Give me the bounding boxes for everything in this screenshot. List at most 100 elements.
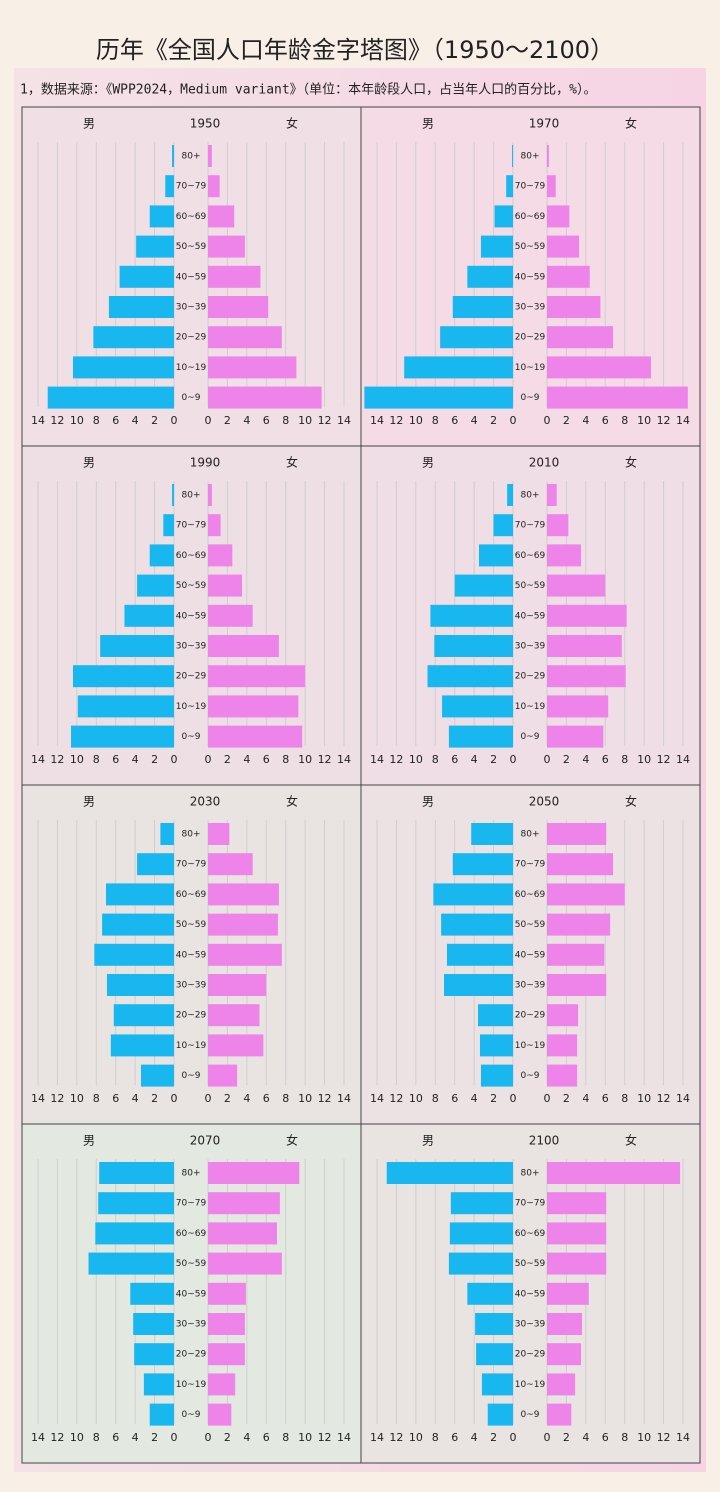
- x-tick-label: 4: [132, 753, 139, 766]
- x-tick-label: 2: [490, 414, 497, 427]
- x-tick-label: 12: [389, 414, 403, 427]
- x-tick-label: 6: [451, 414, 458, 427]
- bar-male: [512, 145, 513, 167]
- panel-title: 2030: [190, 795, 221, 809]
- bar-male: [452, 853, 513, 876]
- bar-female: [208, 205, 235, 228]
- x-tick-label: 4: [582, 753, 589, 766]
- category-label: 40~59: [515, 272, 546, 282]
- category-label: 30~39: [176, 642, 207, 652]
- bar-female: [547, 1343, 581, 1366]
- page-subtitle: 1，数据来源：《WPP2024，Medium variant》（单位：本年龄段人…: [20, 82, 597, 98]
- x-tick-label: 6: [112, 1431, 119, 1444]
- x-tick-label: 14: [370, 414, 384, 427]
- page-title: 历年《全国人口年龄金字塔图》（1950～2100）: [96, 36, 614, 64]
- bar-male: [471, 823, 513, 845]
- x-tick-label: 12: [657, 1431, 671, 1444]
- category-label: 70~79: [176, 1199, 207, 1209]
- x-tick-label: 6: [112, 1092, 119, 1105]
- category-label: 10~19: [515, 702, 546, 712]
- category-label: 80+: [182, 152, 201, 162]
- bar-male: [475, 1313, 513, 1335]
- category-label: 0~9: [182, 1410, 201, 1420]
- bar-male: [72, 665, 174, 688]
- category-label: 80+: [521, 491, 540, 501]
- bar-female: [208, 604, 253, 627]
- x-tick-label: 4: [471, 1431, 478, 1444]
- bar-male: [134, 1343, 174, 1366]
- bar-male: [160, 823, 174, 845]
- legend-male: 男: [83, 1134, 95, 1148]
- bar-female: [208, 145, 212, 167]
- bar-female: [208, 853, 253, 876]
- x-tick-label: 14: [370, 1092, 384, 1105]
- bar-male: [493, 514, 513, 537]
- bar-male: [143, 1373, 174, 1396]
- category-label: 50~59: [176, 1259, 207, 1269]
- bar-female: [208, 1313, 245, 1335]
- bar-female: [547, 296, 601, 318]
- bar-male: [98, 1192, 174, 1215]
- category-label: 50~59: [176, 581, 207, 591]
- category-label: 60~69: [515, 890, 546, 900]
- bar-male: [450, 1192, 513, 1215]
- bar-female: [208, 265, 261, 288]
- x-tick-label: 14: [370, 1431, 384, 1444]
- x-tick-label: 10: [409, 753, 423, 766]
- category-label: 70~79: [515, 860, 546, 870]
- category-label: 80+: [521, 152, 540, 162]
- category-label: 10~19: [515, 1041, 546, 1051]
- bar-female: [547, 695, 609, 718]
- panel-title: 1950: [190, 117, 221, 131]
- bar-male: [172, 484, 174, 506]
- bar-female: [547, 1403, 572, 1426]
- x-tick-label: 8: [282, 753, 289, 766]
- bar-male: [94, 943, 174, 966]
- x-tick-label: 6: [451, 753, 458, 766]
- x-tick-label: 14: [337, 753, 351, 766]
- bar-male: [71, 725, 174, 748]
- bar-male: [444, 974, 513, 996]
- x-tick-label: 12: [50, 753, 64, 766]
- x-tick-label: 2: [151, 1431, 158, 1444]
- x-tick-label: 0: [171, 753, 178, 766]
- x-tick-label: 6: [602, 1092, 609, 1105]
- bar-male: [442, 695, 513, 718]
- x-tick-label: 0: [544, 1092, 551, 1105]
- x-tick-label: 6: [263, 414, 270, 427]
- bar-female: [208, 175, 220, 198]
- category-label: 60~69: [176, 1229, 207, 1239]
- x-tick-label: 12: [318, 414, 332, 427]
- x-tick-label: 8: [93, 1431, 100, 1444]
- bar-female: [208, 943, 282, 966]
- bar-female: [208, 326, 282, 349]
- category-label: 0~9: [521, 393, 540, 403]
- panel-title: 2010: [529, 456, 560, 470]
- panel: [360, 445, 701, 786]
- category-label: 70~79: [515, 182, 546, 192]
- category-label: 80+: [521, 1169, 540, 1179]
- bar-male: [441, 913, 513, 936]
- category-label: 0~9: [182, 393, 201, 403]
- x-tick-label: 4: [132, 414, 139, 427]
- x-tick-label: 12: [318, 1092, 332, 1105]
- bar-female: [208, 883, 279, 906]
- bar-female: [547, 356, 651, 379]
- bar-male: [480, 1064, 513, 1087]
- x-tick-label: 4: [243, 414, 250, 427]
- bar-male: [165, 175, 174, 198]
- bar-male: [386, 1162, 513, 1184]
- x-tick-label: 2: [224, 1431, 231, 1444]
- category-label: 20~29: [176, 1350, 207, 1360]
- category-label: 50~59: [515, 242, 546, 252]
- bar-female: [547, 635, 622, 657]
- bar-male: [440, 326, 513, 349]
- bar-male: [110, 1034, 174, 1057]
- x-tick-label: 14: [31, 1092, 45, 1105]
- x-tick-label: 2: [563, 753, 570, 766]
- category-label: 0~9: [521, 1410, 540, 1420]
- category-label: 10~19: [515, 1380, 546, 1390]
- x-tick-label: 8: [93, 753, 100, 766]
- x-tick-label: 8: [93, 1092, 100, 1105]
- x-tick-label: 4: [582, 414, 589, 427]
